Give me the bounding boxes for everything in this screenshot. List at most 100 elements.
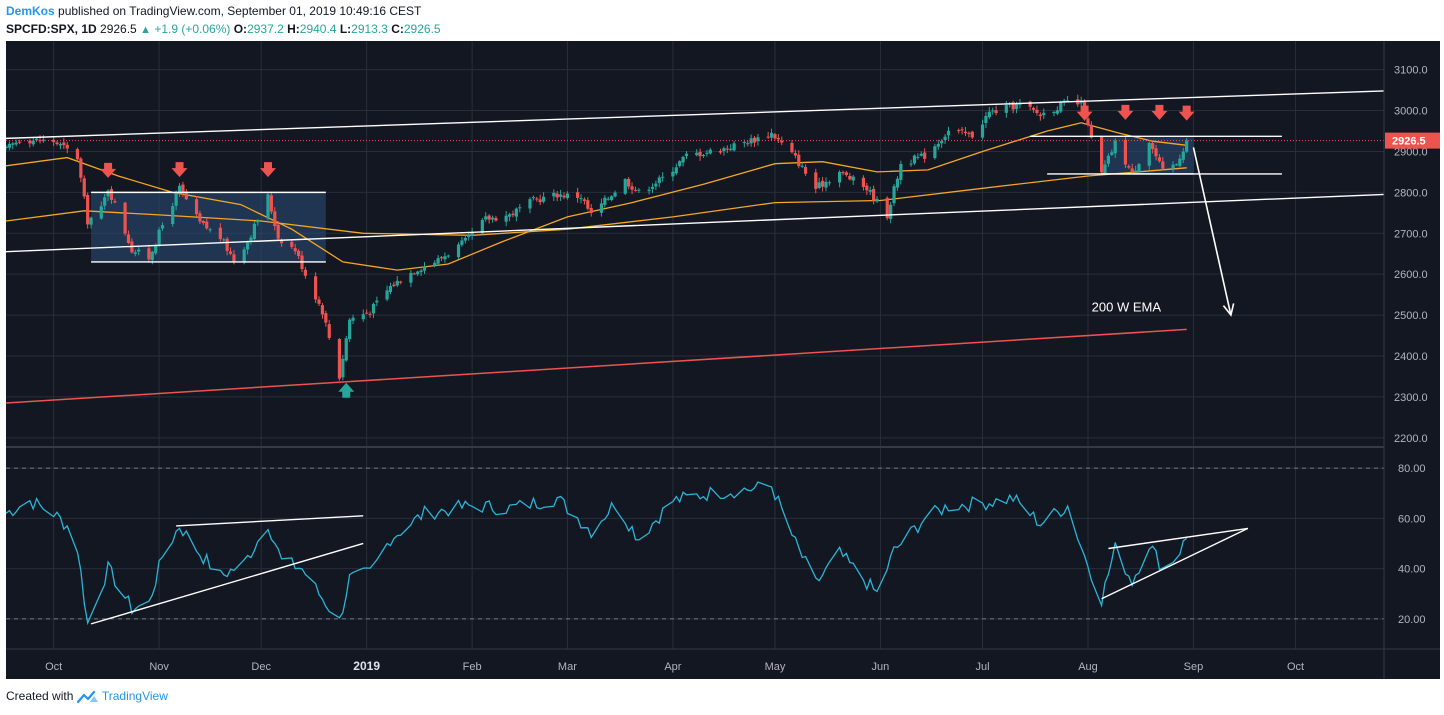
candle-body — [225, 238, 229, 251]
candle-body — [892, 186, 896, 204]
candle-body — [1059, 102, 1063, 112]
down-arrow-marker — [1117, 104, 1134, 120]
candle-body — [1181, 151, 1185, 160]
candle-body — [433, 262, 437, 266]
candle-body — [62, 142, 66, 146]
symbol-line: SPCFD:SPX, 1D 2926.5 ▲ +1.9 (+0.06%) O:2… — [6, 22, 441, 36]
candle-body — [946, 130, 951, 136]
candle-body — [987, 111, 991, 118]
candle-body — [838, 171, 842, 183]
low-label: L: — [339, 22, 352, 36]
chart-background — [6, 41, 1440, 679]
chart-canvas[interactable]: 200 W EMA 2200.0 2300.0 2400.0 2500.0 2600.0… — [4, 41, 1440, 679]
candle-body — [1035, 109, 1039, 114]
candle-body — [232, 254, 236, 262]
candle-body — [1011, 102, 1015, 110]
price-tick-label: 2200.0 — [1394, 433, 1428, 445]
candle-body — [895, 178, 900, 188]
candle-body — [933, 146, 937, 159]
candle-body — [752, 137, 757, 143]
candle-body — [86, 195, 90, 225]
candle-body — [970, 131, 974, 138]
time-tick-label: Oct — [45, 661, 62, 673]
candle-body — [800, 165, 804, 167]
candle-body — [528, 199, 532, 209]
candle-body — [507, 214, 512, 217]
candle-body — [1154, 148, 1158, 157]
candle-body — [773, 134, 777, 139]
candle-body — [484, 216, 488, 220]
author-name[interactable]: DemKos — [6, 4, 55, 18]
candle-body — [463, 237, 467, 241]
candle-body — [820, 180, 825, 187]
candle-body — [1171, 164, 1175, 169]
low-value: 2913.3 — [351, 22, 388, 36]
candle-body — [41, 139, 46, 141]
close-value: 2926.5 — [403, 22, 441, 36]
candle-body — [555, 193, 559, 198]
time-tick-label: Feb — [463, 661, 482, 673]
grid-lines — [6, 41, 1384, 649]
candle-body — [780, 140, 784, 143]
candle-body — [681, 156, 685, 163]
candle-body — [18, 141, 22, 143]
candle-body — [317, 299, 321, 304]
candle-body — [412, 273, 416, 275]
moving-averages — [5, 122, 1187, 404]
candle-body — [722, 148, 726, 152]
candle-body — [899, 163, 903, 180]
candle-body — [803, 167, 808, 174]
candle-body — [1134, 170, 1138, 172]
time-tick-label: Apr — [664, 661, 681, 673]
candle-body — [184, 191, 188, 200]
candle-body — [623, 179, 627, 194]
candle-body — [344, 338, 348, 361]
candle-body — [266, 194, 270, 219]
candle-body — [746, 143, 750, 145]
candle-body — [422, 266, 427, 271]
candle-body — [446, 255, 450, 257]
candle-body — [480, 219, 484, 234]
time-tick-label: Sep — [1184, 661, 1204, 673]
rsi-trendline — [1108, 527, 1249, 550]
time-tick-label: Dec — [251, 661, 271, 673]
rsi-trendline — [90, 542, 364, 625]
candle-body — [912, 155, 917, 164]
chart-area[interactable]: 200 W EMA 2200.0 2300.0 2400.0 2500.0 2600.0… — [4, 41, 1440, 679]
candle-body — [249, 237, 253, 242]
down-arrow-marker — [259, 162, 276, 178]
candle-body — [589, 208, 593, 213]
candle-body — [290, 241, 294, 247]
candle-body — [957, 130, 961, 132]
candle-body — [1052, 112, 1056, 114]
ema-slow-line — [5, 167, 1187, 236]
time-tick-label: Jul — [975, 661, 989, 673]
up-arrow-marker — [338, 382, 355, 398]
candle-body — [797, 154, 801, 167]
price-tick-label: 3100.0 — [1394, 65, 1428, 77]
candle-body — [562, 195, 566, 198]
candle-body — [766, 136, 770, 138]
channel-line — [5, 193, 1385, 253]
candle-body — [541, 196, 546, 202]
price-tick-label: 2500.0 — [1394, 310, 1428, 322]
candle-body — [409, 272, 413, 283]
price-tick-label: 2300.0 — [1394, 392, 1428, 404]
candle-body — [647, 189, 651, 192]
candle-body — [194, 199, 199, 215]
candle-body — [14, 142, 18, 145]
candle-body — [603, 197, 607, 205]
candle-body — [790, 142, 794, 153]
tradingview-brand[interactable]: TradingView — [101, 689, 168, 703]
candle-body — [280, 239, 284, 244]
candle-body — [1137, 164, 1141, 172]
candle-body — [365, 312, 369, 314]
candle-body — [579, 198, 583, 200]
candle-body — [456, 244, 461, 258]
candle-body — [38, 140, 42, 142]
candle-body — [1113, 140, 1117, 154]
candle-body — [1055, 110, 1059, 114]
candle-body — [749, 138, 753, 144]
candle-body — [511, 213, 515, 216]
candle-body — [1106, 155, 1110, 164]
